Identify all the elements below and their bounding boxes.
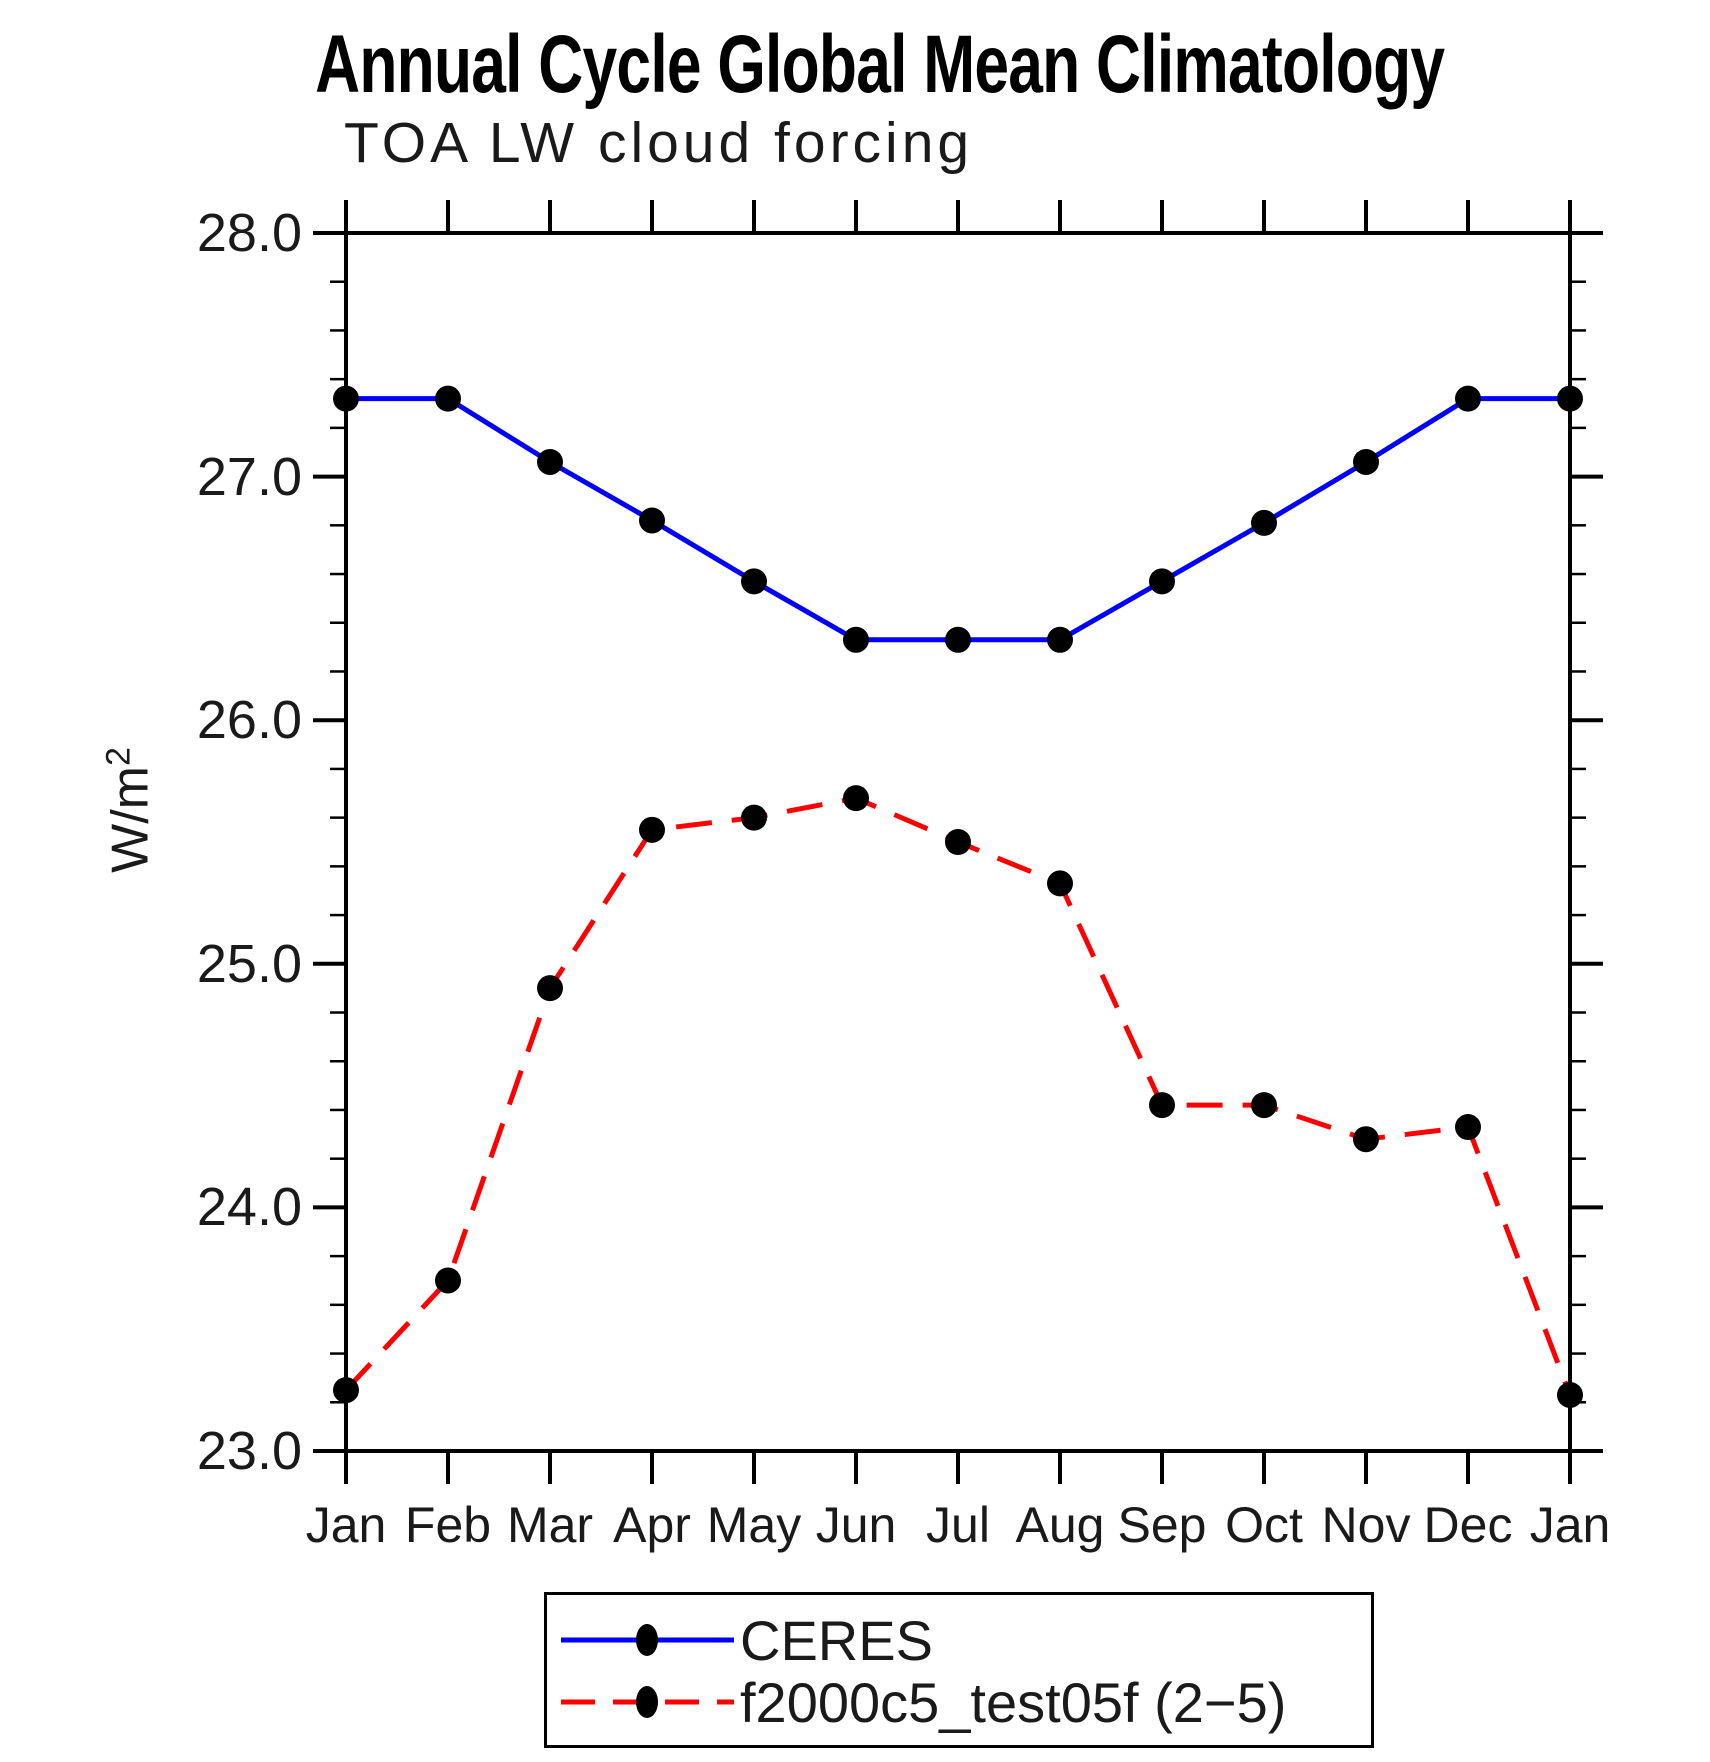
series-line-ceres	[346, 396, 1570, 643]
y-tick-label: 23.0	[196, 1421, 302, 1481]
chart-subtitle: TOA LW cloud forcing	[344, 111, 974, 175]
x-tick-label: Mar	[506, 1497, 594, 1553]
data-point-marker	[741, 804, 767, 831]
chart-title: Annual Cycle Global Mean Climatology	[315, 19, 1445, 110]
data-point-marker	[1353, 448, 1379, 475]
legend-label-model: f2000c5_test05f (2−5)	[740, 1670, 1287, 1734]
data-point-marker	[1149, 568, 1175, 595]
y-tick-label: 27.0	[196, 446, 302, 507]
x-tick-label: Feb	[404, 1497, 492, 1553]
data-point-marker	[1251, 509, 1277, 536]
data-point-marker	[537, 448, 563, 475]
data-point-marker	[333, 385, 359, 412]
data-point-marker	[537, 975, 563, 1002]
data-point-marker	[435, 1267, 461, 1294]
data-point-marker	[639, 816, 665, 843]
x-tick-label: Jan	[1529, 1497, 1611, 1553]
legend-label-ceres: CERES	[740, 1608, 933, 1672]
ceres-line-sample-icon	[561, 1624, 734, 1656]
x-tick-label: Aug	[1015, 1497, 1105, 1553]
legend: CERES f2000c5_test05f (2−5)	[544, 1592, 1374, 1748]
data-point-marker	[1455, 385, 1481, 412]
data-point-marker	[1455, 1114, 1481, 1141]
x-tick-label: Jun	[815, 1497, 897, 1553]
x-tick-label: Jan	[305, 1497, 387, 1553]
x-tick-label: Nov	[1321, 1497, 1411, 1553]
y-tick-label: 25.0	[196, 933, 302, 994]
legend-entry-model: f2000c5_test05f (2−5)	[554, 1670, 1371, 1734]
y-tick-label: 24.0	[196, 1177, 302, 1238]
data-point-marker	[741, 568, 767, 595]
data-point-marker	[639, 507, 665, 534]
data-point-marker	[1149, 1092, 1175, 1119]
data-point-marker	[1251, 1092, 1277, 1119]
data-point-marker	[843, 626, 869, 653]
series-line-model	[344, 795, 1573, 1396]
y-tick-label: 28.0	[196, 203, 302, 263]
data-point-marker	[843, 785, 869, 812]
data-point-marker	[1557, 1381, 1583, 1408]
data-point-marker	[945, 626, 971, 653]
model-dashed-line-sample-icon	[561, 1686, 734, 1718]
data-point-marker	[1557, 385, 1583, 412]
data-point-marker	[435, 385, 461, 412]
y-tick-label: 26.0	[196, 690, 302, 751]
data-point-marker	[1047, 626, 1073, 653]
x-tick-label: Sep	[1117, 1497, 1207, 1553]
x-tick-label: Oct	[1225, 1497, 1303, 1553]
data-point-marker	[333, 1377, 359, 1404]
x-tick-label: Apr	[613, 1497, 691, 1553]
x-tick-label: Dec	[1423, 1497, 1513, 1553]
legend-entry-ceres: CERES	[554, 1608, 1371, 1672]
data-point-marker	[1353, 1126, 1379, 1153]
x-tick-label: Jul	[926, 1497, 990, 1553]
data-point-marker	[945, 829, 971, 855]
x-tick-label: May	[706, 1497, 802, 1553]
data-point-marker	[1047, 870, 1073, 897]
